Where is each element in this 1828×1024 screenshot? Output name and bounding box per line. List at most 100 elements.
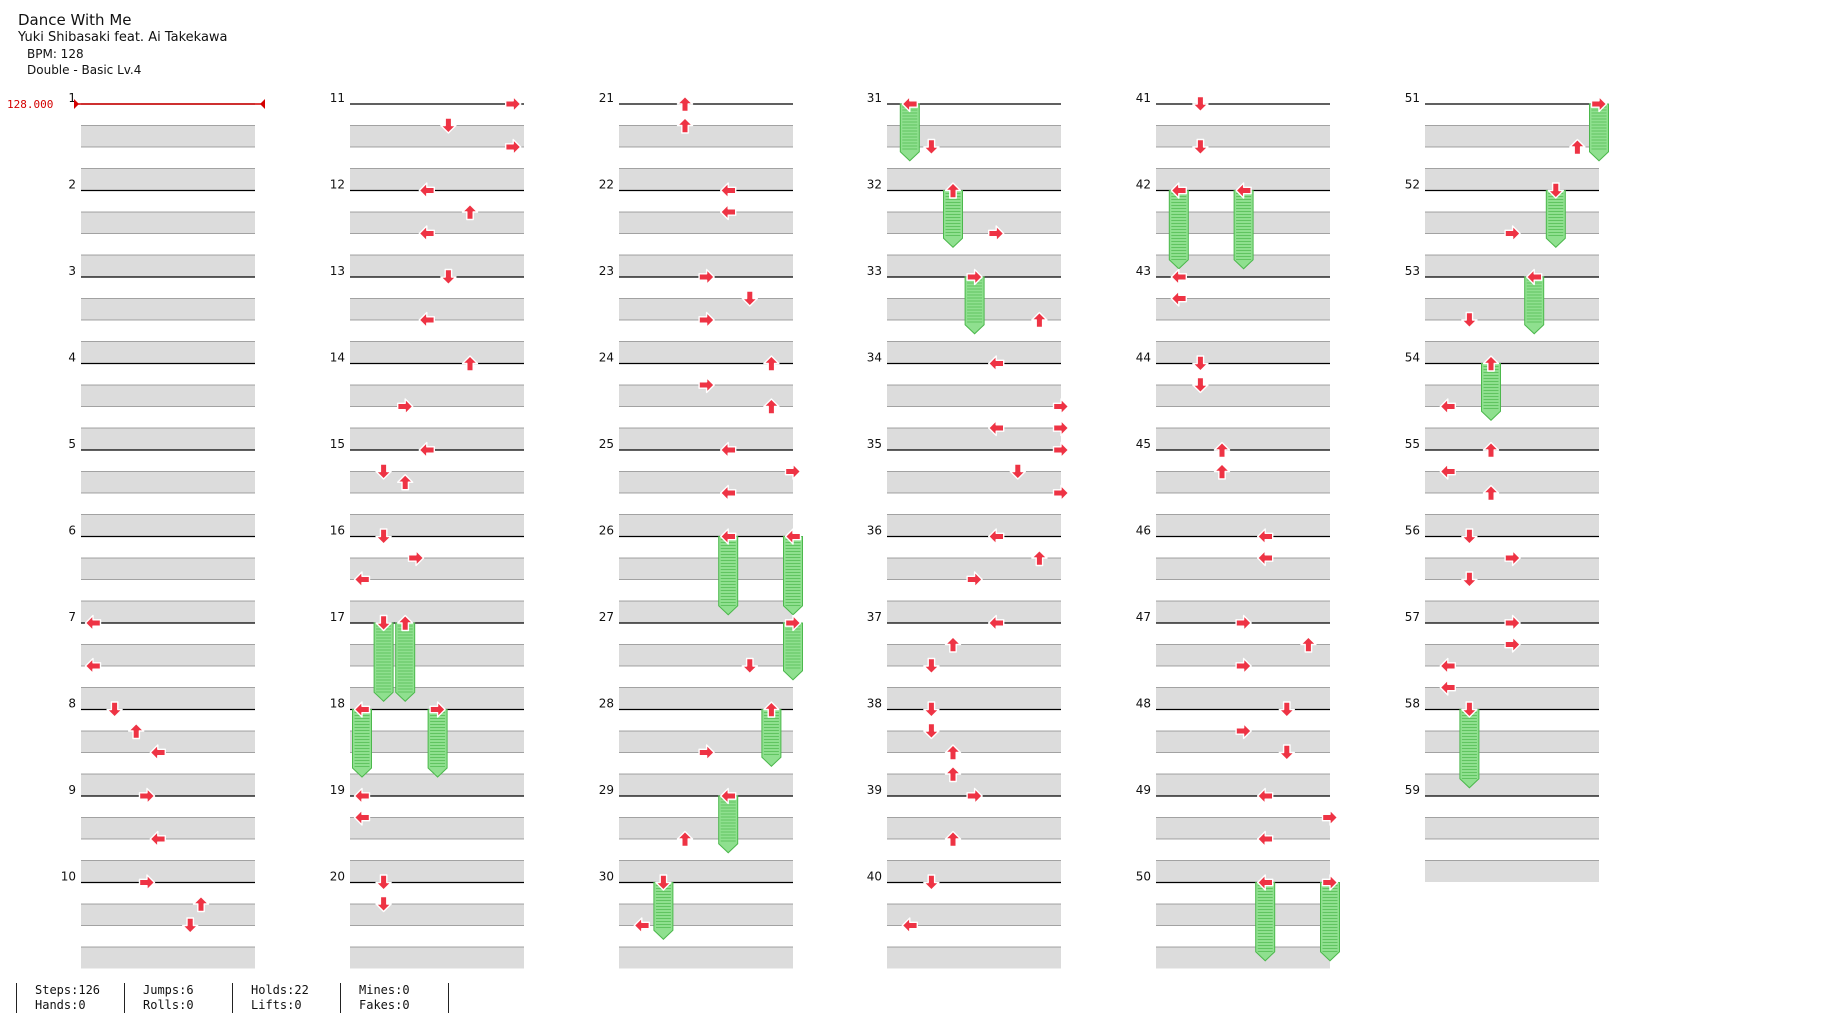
hold-body — [783, 622, 803, 681]
right-arrow-icon — [966, 571, 983, 588]
measure-number: 54 — [1405, 351, 1420, 365]
up-arrow-icon — [676, 830, 694, 848]
measure-55: 55 — [1405, 437, 1599, 536]
right-arrow-icon — [1504, 549, 1521, 567]
up-arrow-icon — [676, 117, 694, 134]
measure-32: 32 — [867, 178, 1061, 277]
left-arrow-icon — [1170, 290, 1188, 307]
up-arrow-icon — [1482, 355, 1500, 372]
up-arrow-icon — [1482, 484, 1500, 502]
measure-number: 23 — [599, 264, 614, 278]
measure-9: 9 — [68, 783, 255, 882]
hold-body — [1589, 103, 1609, 162]
left-arrow-icon — [1256, 528, 1274, 545]
left-arrow-icon — [149, 744, 167, 761]
measure-number: 32 — [867, 178, 882, 192]
measure-number: 28 — [599, 697, 614, 711]
measure-number: 2 — [68, 178, 76, 192]
measure-number: 14 — [330, 351, 345, 365]
measure-50: 50 — [1136, 870, 1330, 969]
hold-body — [653, 882, 674, 940]
stat-column: Jumps:6 Rolls:0 — [124, 983, 232, 1013]
measure-number: 49 — [1136, 783, 1151, 797]
measure-number: 7 — [68, 610, 76, 624]
hold-body — [427, 709, 448, 778]
hold-body — [761, 709, 782, 767]
left-arrow-icon — [1439, 463, 1457, 480]
measure-49: 49 — [1136, 783, 1330, 882]
hold-body — [1320, 882, 1340, 962]
left-arrow-icon — [1439, 657, 1457, 675]
left-arrow-icon — [988, 528, 1005, 545]
right-arrow-icon — [407, 549, 425, 567]
measure-16: 16 — [330, 524, 524, 623]
up-arrow-icon — [676, 95, 694, 113]
hold-body — [1545, 190, 1566, 248]
down-arrow-icon — [375, 528, 392, 545]
measure-number: 38 — [867, 697, 882, 711]
measure-number: 51 — [1405, 91, 1420, 105]
down-arrow-icon — [1009, 463, 1026, 480]
right-arrow-icon — [1235, 614, 1252, 632]
measure-number: 41 — [1136, 91, 1151, 105]
measure-54: 54 — [1405, 351, 1599, 450]
measure-14: 14 — [330, 351, 524, 450]
down-arrow-icon — [1547, 182, 1565, 199]
measure-number: 42 — [1136, 178, 1151, 192]
right-arrow-icon — [966, 787, 983, 805]
measure-43: 43 — [1136, 264, 1330, 363]
up-arrow-icon — [461, 203, 479, 221]
right-arrow-icon — [1052, 484, 1070, 502]
left-arrow-icon — [901, 95, 918, 113]
down-arrow-icon — [375, 463, 392, 480]
measure-number: 5 — [68, 437, 76, 451]
measure-25: 25 — [599, 437, 793, 536]
right-arrow-icon — [429, 701, 446, 718]
measure-number: 16 — [330, 524, 345, 538]
up-arrow-icon — [944, 744, 962, 761]
right-arrow-icon — [1504, 614, 1521, 632]
stat-value: Mines:0 — [359, 983, 410, 997]
measure-19: 19 — [330, 783, 524, 882]
down-arrow-icon — [923, 701, 940, 718]
measure-number: 48 — [1136, 697, 1151, 711]
hold-body — [1168, 190, 1189, 270]
left-arrow-icon — [1256, 787, 1274, 805]
right-arrow-icon — [698, 311, 715, 329]
measure-36: 36 — [867, 524, 1061, 623]
stat-value: Rolls:0 — [143, 998, 194, 1012]
measure-4: 4 — [68, 351, 255, 450]
measure-42: 42 — [1136, 178, 1330, 277]
measure-46: 46 — [1136, 524, 1330, 623]
left-arrow-icon — [418, 441, 435, 459]
measure-number: 12 — [330, 178, 345, 192]
measure-number: 19 — [330, 783, 345, 797]
measure-3: 3 — [68, 264, 255, 363]
left-arrow-icon — [988, 419, 1005, 437]
measure-44: 44 — [1136, 351, 1330, 450]
up-arrow-icon — [1569, 138, 1586, 156]
down-arrow-icon — [741, 657, 758, 675]
step-chart: 1234567891011121314151617181920212223242… — [7, 91, 1609, 969]
measure-number: 55 — [1405, 437, 1420, 451]
measure-58: 58 — [1405, 697, 1599, 796]
left-arrow-icon — [1256, 830, 1274, 848]
measure-number: 46 — [1136, 524, 1151, 538]
measure-10: 10 — [61, 870, 255, 969]
right-arrow-icon — [1321, 874, 1339, 891]
measure-26: 26 — [599, 524, 793, 623]
left-arrow-icon — [1525, 268, 1543, 286]
difficulty-label: Double - Basic Lv.4 — [27, 63, 142, 77]
measure-number: 52 — [1405, 178, 1420, 192]
down-arrow-icon — [106, 701, 123, 718]
measure-31: 31 — [867, 91, 1061, 190]
hold-body — [1481, 363, 1501, 421]
measure-number: 26 — [599, 524, 614, 538]
up-arrow-icon — [192, 895, 210, 913]
left-arrow-icon — [1256, 874, 1274, 891]
down-arrow-icon — [923, 874, 940, 891]
left-arrow-icon — [720, 203, 737, 221]
measure-33: 33 — [867, 264, 1061, 363]
right-arrow-icon — [505, 138, 522, 156]
up-arrow-icon — [763, 701, 780, 718]
